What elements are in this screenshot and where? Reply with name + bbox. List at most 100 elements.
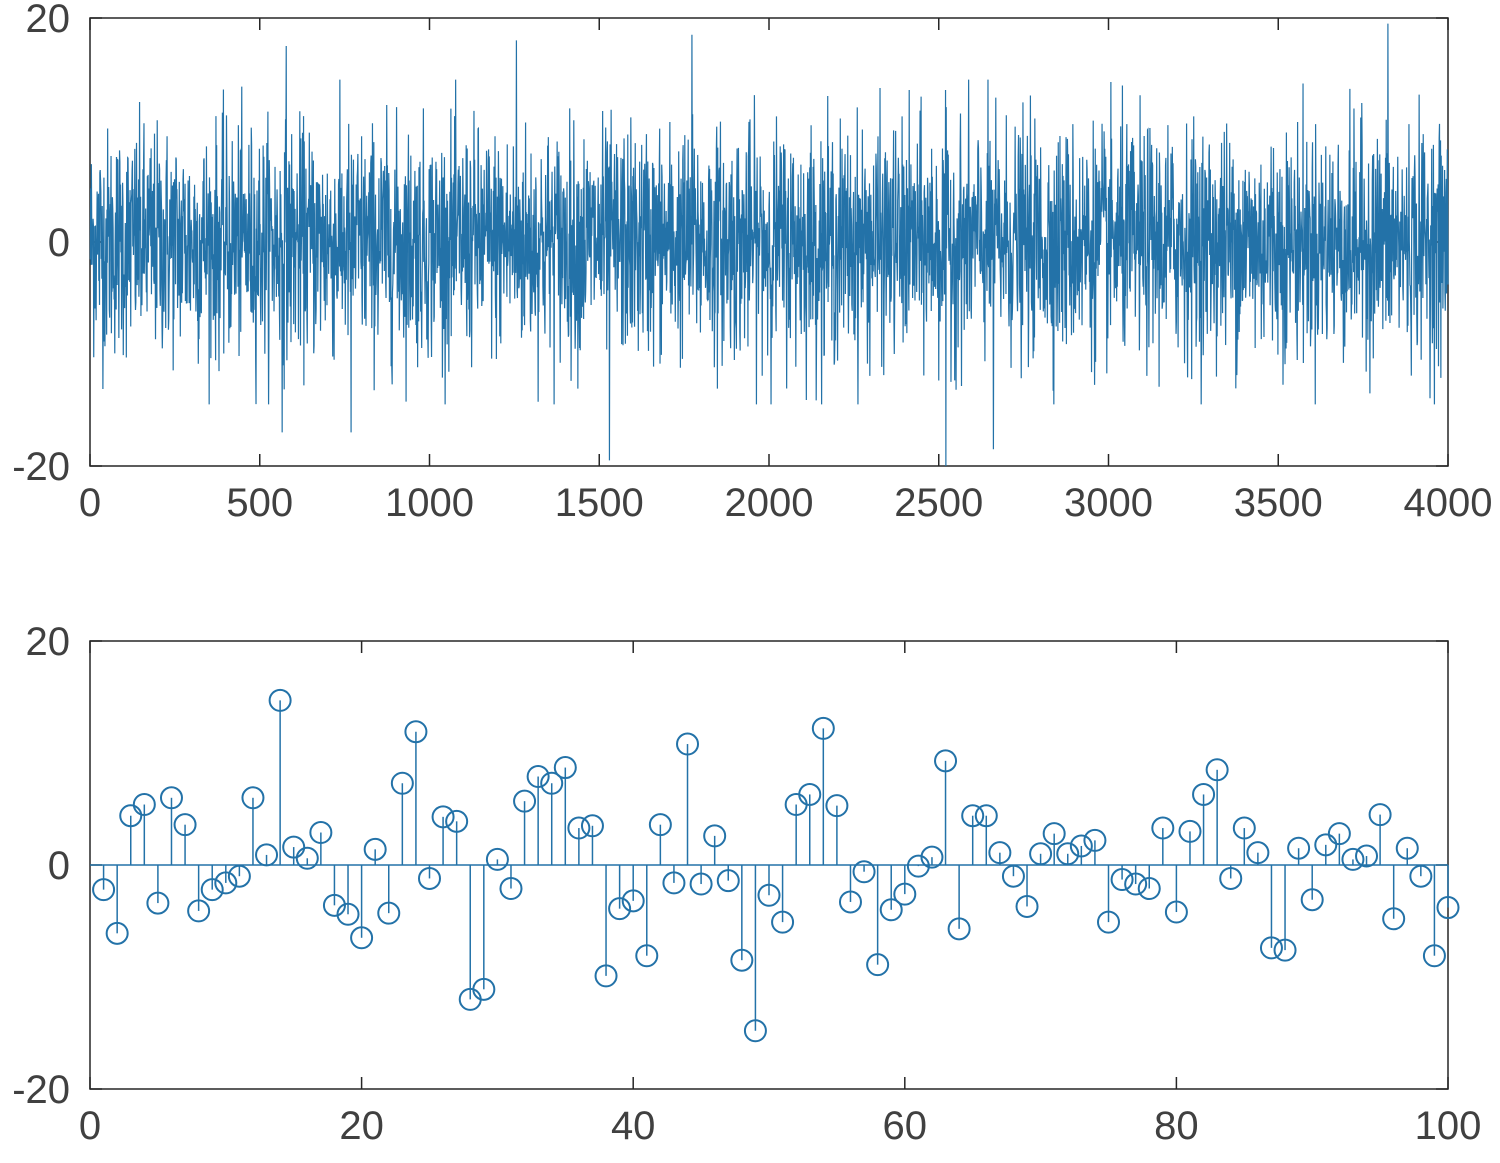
stem-marker <box>1314 833 1338 857</box>
stem-marker <box>499 877 523 901</box>
stem-marker <box>350 926 374 950</box>
stem-marker <box>1205 758 1229 782</box>
stem-marker <box>255 843 279 867</box>
stem-marker <box>689 872 713 896</box>
x-tick-label: 0 <box>79 1104 101 1148</box>
stem-marker <box>377 901 401 925</box>
stem-marker <box>1422 944 1446 968</box>
stem-marker <box>173 813 197 837</box>
stem-marker <box>920 845 944 869</box>
stem-marker <box>716 869 740 893</box>
x-tick-label: 0 <box>79 481 101 525</box>
stem-marker <box>1259 936 1283 960</box>
stem-marker <box>200 878 224 902</box>
stem-marker <box>771 910 795 934</box>
x-tick-label: 3000 <box>1064 481 1153 525</box>
stem-marker <box>336 902 360 926</box>
stem-marker <box>1300 888 1324 912</box>
stem-marker <box>893 882 917 906</box>
stem-marker <box>105 921 129 945</box>
stem-marker <box>906 854 930 878</box>
stem-marker <box>295 846 319 870</box>
y-tick-label: -20 <box>12 1068 70 1112</box>
y-tick-label: 0 <box>48 221 70 265</box>
y-tick-label: -20 <box>12 445 70 489</box>
stem-marker <box>282 835 306 859</box>
stem-marker <box>1056 842 1080 866</box>
x-tick-label: 100 <box>1415 1104 1482 1148</box>
x-tick-label: 80 <box>1154 1104 1199 1148</box>
stem-marker <box>1355 844 1379 868</box>
x-tick-label: 3500 <box>1234 481 1323 525</box>
stem-marker <box>825 794 849 818</box>
stem-marker <box>1436 896 1460 920</box>
stem-marker <box>703 824 727 848</box>
stem-marker <box>322 893 346 917</box>
stem-marker <box>1151 816 1175 840</box>
stem-marker <box>594 964 618 988</box>
stem-marker <box>146 891 170 915</box>
stem-marker <box>1327 822 1351 846</box>
stem-marker <box>1015 894 1039 918</box>
series-line <box>89 23 1449 467</box>
stem-marker <box>852 860 876 884</box>
stem-marker <box>879 898 903 922</box>
stem-marker <box>1382 907 1406 931</box>
stem-marker <box>974 804 998 828</box>
stem-marker <box>961 804 985 828</box>
stem-marker <box>159 786 183 810</box>
stem-marker <box>866 953 890 977</box>
stem-marker <box>404 720 428 744</box>
stem-marker <box>1097 910 1120 934</box>
stem-marker <box>445 809 469 833</box>
x-tick-label: 2000 <box>725 481 814 525</box>
stem-marker <box>132 793 156 817</box>
stem-marker <box>485 847 509 871</box>
stem-marker <box>934 749 958 773</box>
stem-marker <box>92 878 116 902</box>
x-tick-label: 60 <box>883 1104 928 1148</box>
y-tick-label: 20 <box>26 0 71 41</box>
stem-marker <box>1029 842 1053 866</box>
stem-marker <box>526 765 550 789</box>
stem-marker <box>227 864 251 888</box>
stem-marker <box>1083 828 1107 852</box>
stem-marker <box>947 917 971 941</box>
x-tick-label: 1000 <box>385 481 474 525</box>
stem-marker <box>1273 938 1297 962</box>
stem-marker <box>811 716 835 740</box>
stem-marker <box>648 813 672 837</box>
stem-marker <box>1219 866 1243 890</box>
stem-marker <box>1042 822 1066 846</box>
stem-marker <box>418 866 441 890</box>
stem-marker <box>309 821 333 845</box>
stem-marker <box>1246 841 1270 865</box>
stem-marker <box>1110 868 1134 892</box>
stem-marker <box>1395 836 1419 860</box>
stem-marker <box>798 782 822 806</box>
stem-marker <box>1232 816 1256 840</box>
x-tick-label: 500 <box>226 481 293 525</box>
stem-marker <box>1409 864 1433 888</box>
stem-marker <box>838 890 862 914</box>
stem-marker <box>1178 819 1202 843</box>
x-tick-label: 1500 <box>555 481 644 525</box>
x-tick-label: 20 <box>339 1104 384 1148</box>
stem-marker <box>1001 864 1025 888</box>
stem-marker <box>472 977 496 1001</box>
stem-marker <box>1287 836 1311 860</box>
stem-marker <box>268 688 292 712</box>
stem-marker <box>363 837 387 861</box>
stem-marker <box>1192 782 1216 806</box>
x-tick-label: 40 <box>611 1104 656 1148</box>
stem-marker <box>1124 872 1148 896</box>
stem-marker <box>608 897 632 921</box>
y-tick-label: 20 <box>26 620 71 664</box>
stem-marker <box>1368 803 1392 827</box>
stem-marker <box>1069 834 1093 858</box>
stem-marker <box>757 883 781 907</box>
stem-marker <box>730 948 754 972</box>
